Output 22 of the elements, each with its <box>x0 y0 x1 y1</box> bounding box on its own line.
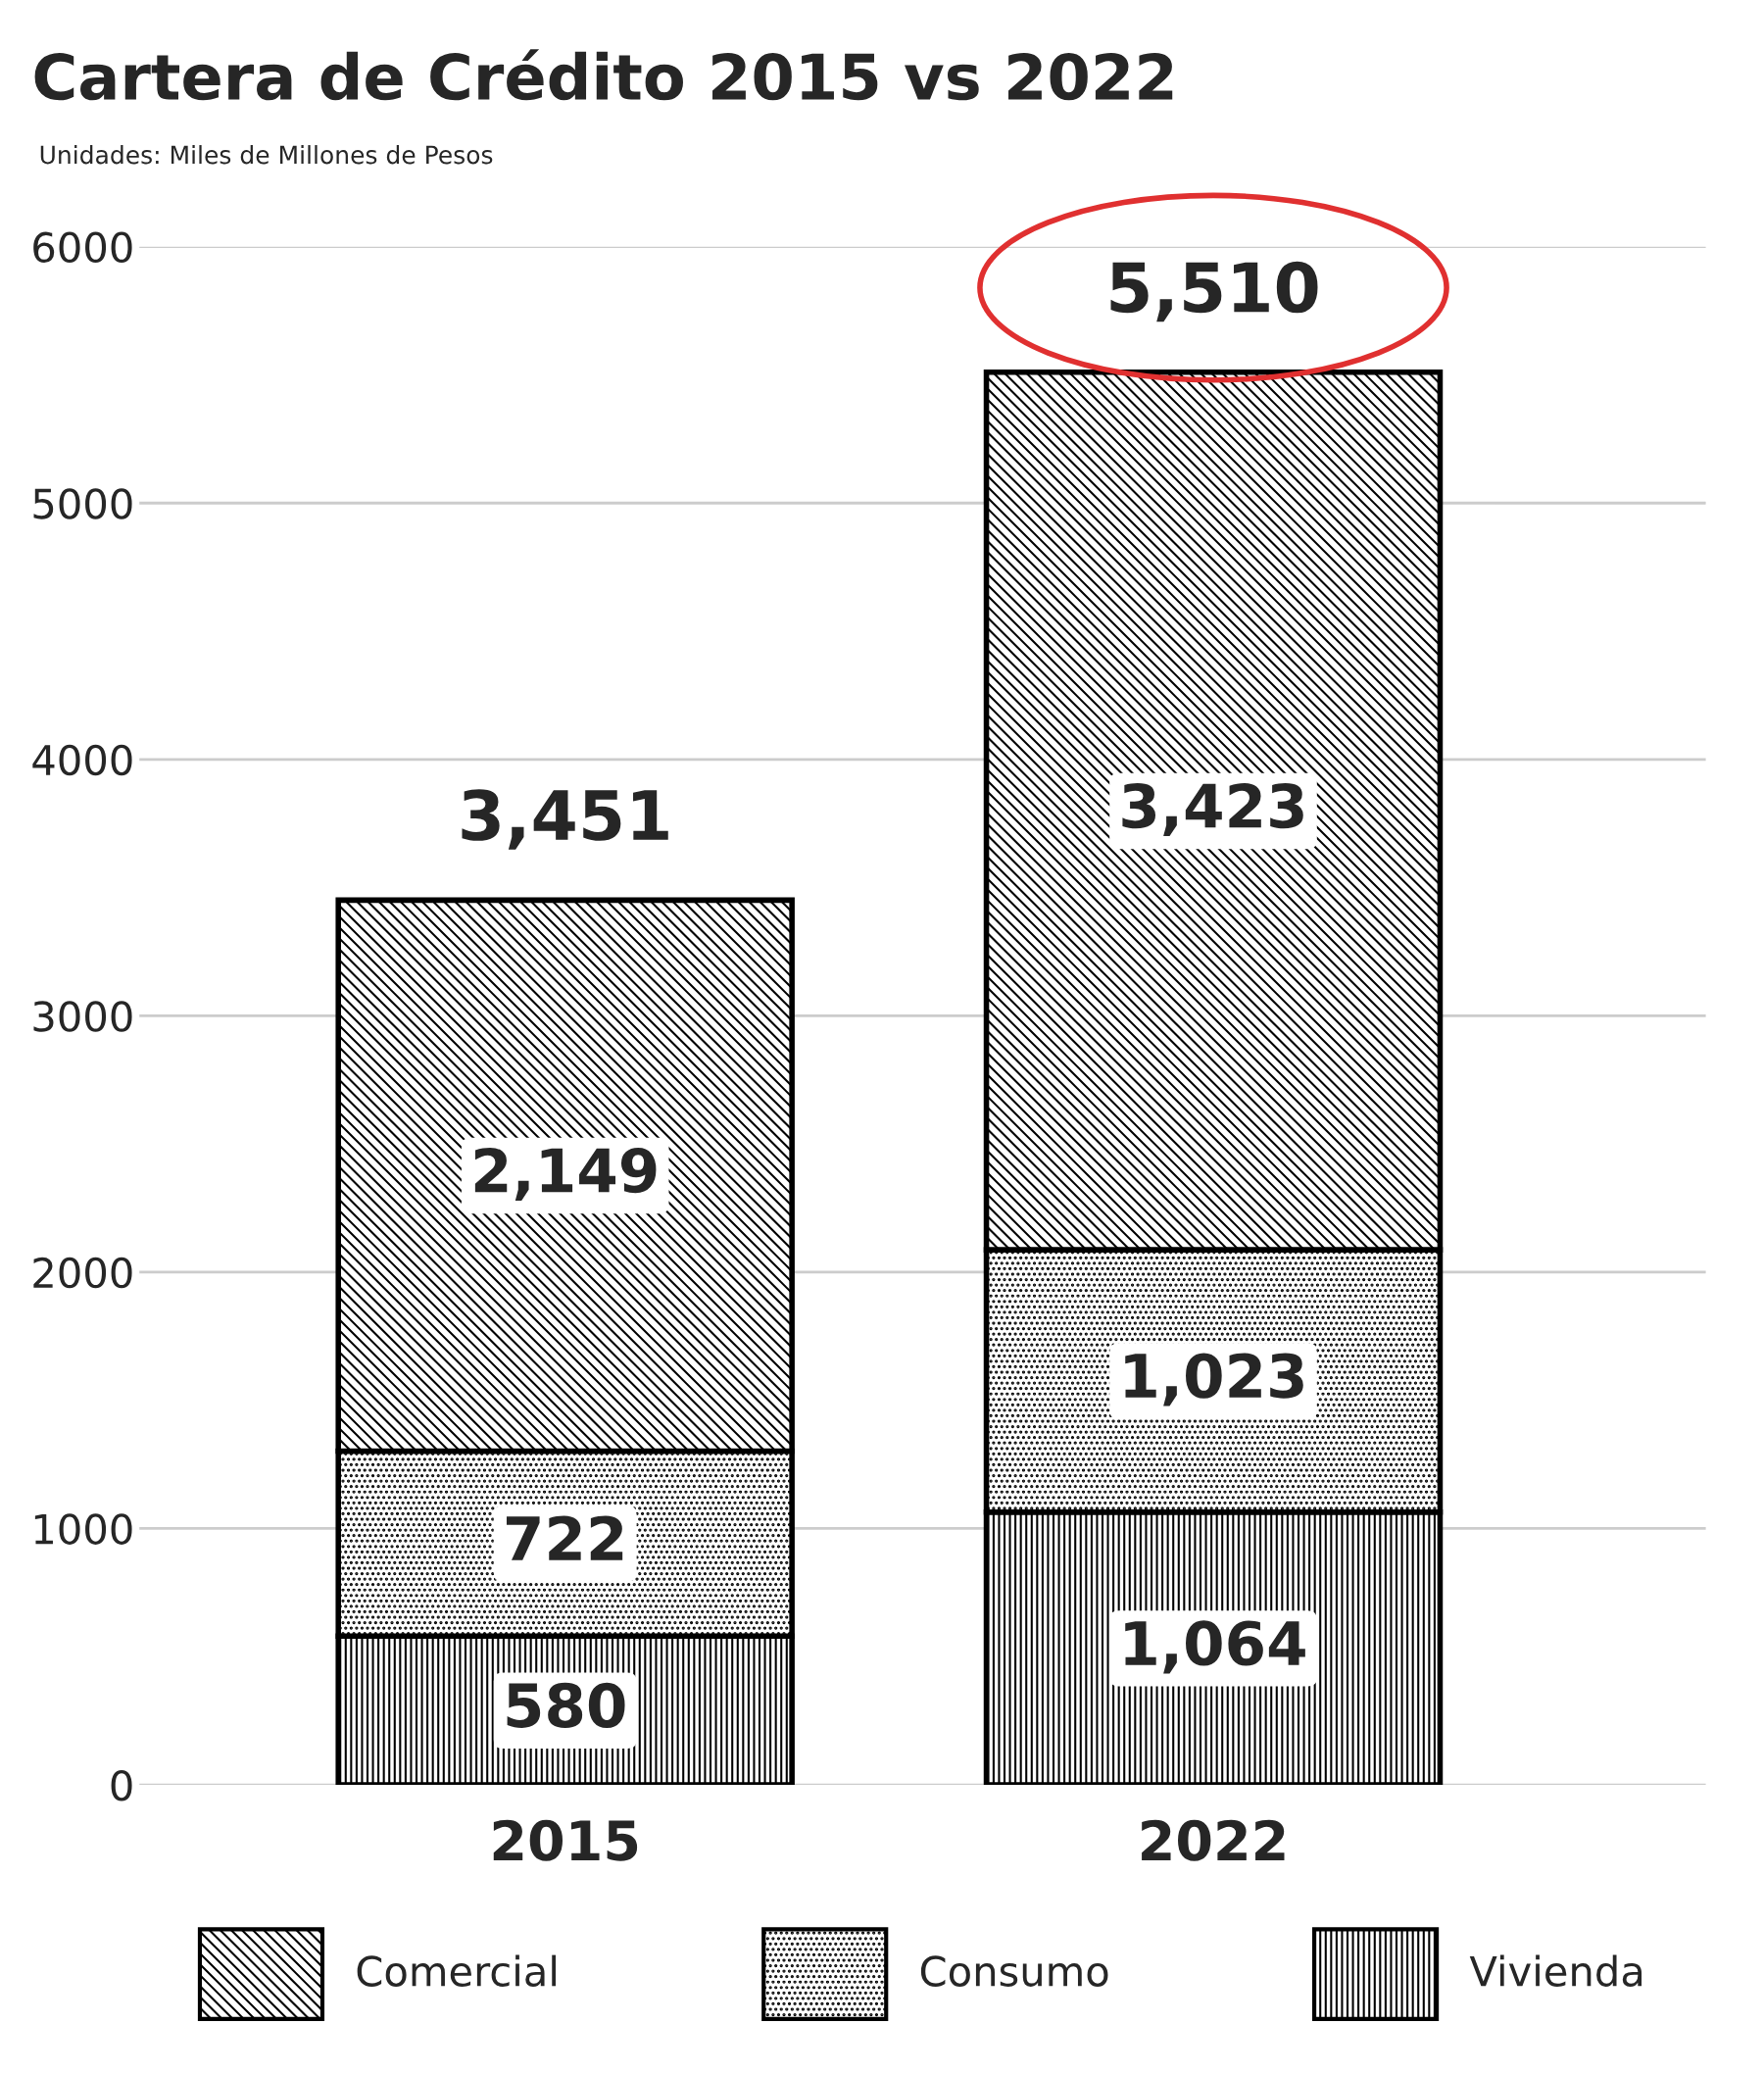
legend-label: Consumo <box>920 1955 1108 1987</box>
y-tick-label: 1000 <box>34 1513 132 1545</box>
y-tick-label: 2000 <box>33 1257 132 1289</box>
legend-label: Vivienda <box>1469 1954 1642 1987</box>
x-tick-label: 2015 <box>493 1819 638 1861</box>
chart-title: Cartera de Crédito 2015 vs 2022 <box>34 49 1173 101</box>
total-label: 3,451 <box>462 789 668 850</box>
data-label: 1,064 <box>1125 1620 1305 1674</box>
data-label: 722 <box>506 1515 623 1560</box>
x-tick-label: 2022 <box>1142 1819 1285 1861</box>
legend-label: Comercial <box>357 1954 556 1987</box>
data-label: 3,423 <box>1122 783 1303 837</box>
y-tick-label: 6000 <box>33 231 132 264</box>
chart-subtitle: Unidades: Miles de Millones de Pesos <box>40 145 493 165</box>
total-label: 5,510 <box>1110 261 1318 322</box>
data-label: 1,023 <box>1125 1353 1303 1407</box>
data-label: 580 <box>507 1682 625 1728</box>
y-tick-label: 3000 <box>33 1001 132 1032</box>
data-label: 2,149 <box>474 1147 657 1201</box>
y-tick-label: 5000 <box>33 488 132 519</box>
y-tick-label: 0 <box>111 1769 132 1802</box>
y-tick-label: 4000 <box>32 744 132 776</box>
